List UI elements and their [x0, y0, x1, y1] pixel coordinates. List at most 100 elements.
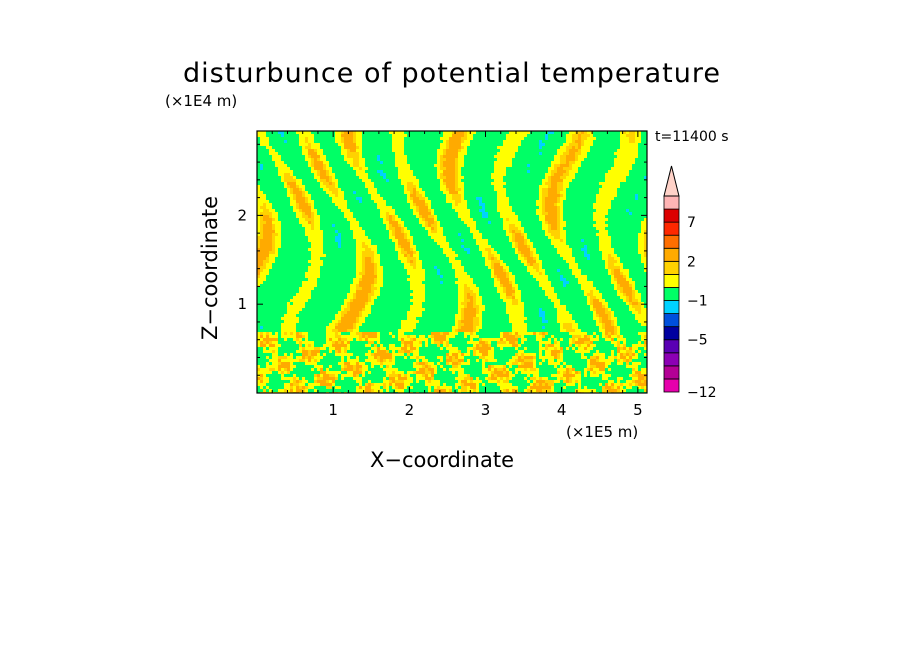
contour-cell — [581, 137, 587, 140]
contour-cell — [506, 134, 527, 137]
contour-cell — [551, 227, 557, 230]
contour-cell — [425, 362, 428, 365]
contour-cell — [257, 212, 260, 215]
contour-cell — [386, 374, 389, 377]
x-tick-label: 3 — [481, 401, 491, 419]
contour-cell — [257, 275, 260, 278]
contour-cell — [407, 353, 410, 356]
contour-cell — [401, 338, 404, 341]
contour-cell — [524, 389, 527, 392]
contour-cell — [413, 209, 416, 212]
contour-cell — [461, 326, 473, 329]
contour-cell — [383, 359, 386, 362]
contour-cell — [314, 374, 317, 377]
contour-cell — [542, 194, 548, 197]
contour-cell — [263, 209, 269, 212]
contour-cell — [308, 137, 314, 140]
contour-cell — [278, 131, 284, 134]
contour-cell — [614, 320, 617, 323]
contour-cell — [338, 194, 344, 197]
contour-cell — [593, 302, 602, 305]
contour-cell — [554, 158, 560, 161]
contour-cell — [455, 281, 473, 284]
contour-cell — [638, 239, 644, 242]
contour-cell — [437, 167, 440, 170]
contour-cell — [266, 203, 272, 206]
contour-cell — [440, 158, 446, 161]
contour-cell — [359, 155, 362, 158]
contour-cell — [470, 377, 473, 380]
contour-cell — [506, 377, 509, 380]
contour-cell — [422, 224, 425, 227]
contour-cell — [620, 131, 623, 134]
contour-cell — [518, 344, 521, 347]
contour-cell — [623, 131, 626, 134]
contour-cell — [341, 149, 347, 152]
contour-cell — [611, 254, 617, 257]
contour-cell — [491, 173, 506, 176]
contour-cell — [644, 236, 647, 239]
contour-cell — [590, 365, 596, 368]
contour-cell — [392, 383, 395, 386]
contour-cell — [311, 170, 317, 173]
contour-cell — [359, 278, 362, 281]
contour-cell — [464, 314, 476, 317]
contour-cell — [275, 245, 281, 248]
contour-cell — [305, 191, 308, 194]
contour-cell — [398, 374, 401, 377]
contour-cell — [632, 311, 638, 314]
contour-cell — [305, 335, 308, 338]
contour-cell — [461, 140, 464, 143]
contour-cell — [407, 335, 410, 338]
contour-cell — [335, 341, 338, 344]
contour-cell — [323, 353, 326, 356]
contour-cell — [458, 176, 464, 179]
contour-cell — [626, 365, 638, 368]
contour-cell — [266, 344, 269, 347]
contour-cell — [605, 260, 608, 263]
contour-cell — [356, 248, 365, 251]
contour-cell — [446, 140, 449, 143]
contour-cell — [377, 347, 380, 350]
contour-cell — [380, 356, 392, 359]
contour-field — [257, 131, 647, 393]
contour-cell — [311, 254, 326, 257]
contour-cell — [503, 269, 506, 272]
contour-cell — [389, 365, 392, 368]
contour-cell — [506, 305, 524, 308]
contour-cell — [455, 176, 458, 179]
contour-cell — [359, 272, 365, 275]
contour-cell — [269, 332, 272, 335]
contour-cell — [413, 353, 419, 356]
contour-cell — [533, 383, 536, 386]
contour-cell — [638, 245, 644, 248]
contour-cell — [590, 305, 593, 308]
contour-cell — [353, 158, 359, 161]
contour-cell — [416, 251, 419, 254]
contour-cell — [530, 248, 536, 251]
contour-cell — [374, 260, 380, 263]
contour-cell — [608, 389, 617, 392]
contour-cell — [368, 350, 371, 353]
contour-cell — [542, 224, 548, 227]
contour-cell — [536, 212, 542, 215]
contour-cell — [443, 383, 446, 386]
contour-cell — [590, 299, 593, 302]
contour-cell — [494, 167, 506, 170]
contour-cell — [536, 332, 539, 335]
contour-cell — [383, 368, 398, 371]
contour-cell — [275, 161, 284, 164]
contour-cell — [611, 278, 614, 281]
contour-cell — [497, 206, 512, 209]
contour-cell — [260, 377, 263, 380]
contour-cell — [635, 290, 638, 293]
contour-cell — [377, 341, 380, 344]
contour-cell — [257, 383, 266, 386]
contour-cell — [596, 323, 602, 326]
contour-cell — [287, 185, 290, 188]
contour-cell — [599, 320, 602, 323]
contour-cell — [494, 281, 500, 284]
contour-cell — [314, 347, 320, 350]
contour-cell — [461, 245, 464, 248]
contour-cell — [326, 341, 332, 344]
